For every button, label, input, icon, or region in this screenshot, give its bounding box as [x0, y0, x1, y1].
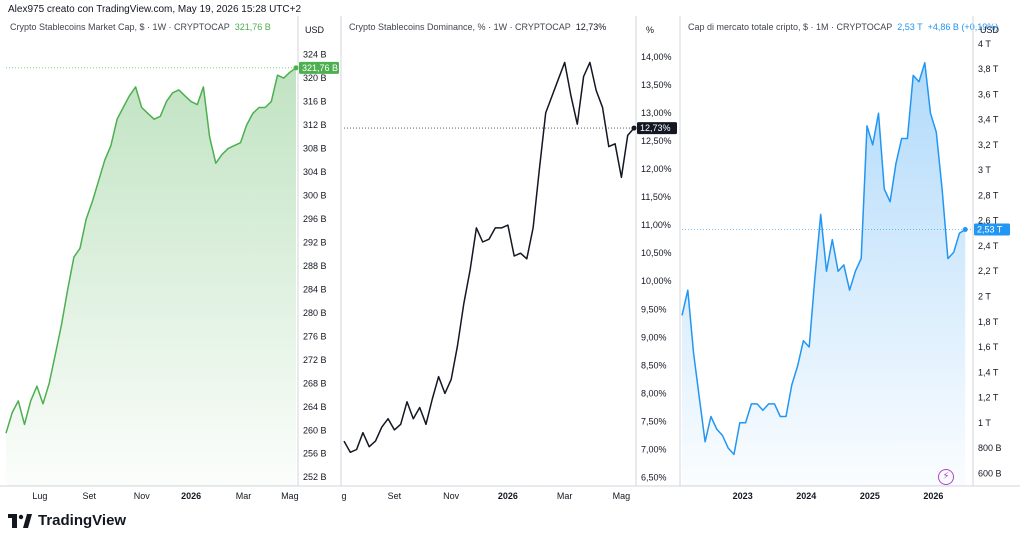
- x-tick-label: g: [341, 491, 346, 501]
- y-tick-label: 8,00%: [641, 388, 667, 398]
- y-tick-label: 2 T: [978, 291, 991, 301]
- chart-header: Alex975 creato con TradingView.com, May …: [8, 4, 302, 15]
- last-price-tag: [974, 223, 1010, 236]
- panel-2-unit: %: [646, 25, 655, 35]
- y-tick-label: 9,00%: [641, 332, 667, 342]
- y-tick-label: 11,50%: [641, 192, 671, 202]
- y-tick-label: 4 T: [978, 39, 991, 49]
- y-tick-label: 10,50%: [641, 248, 672, 258]
- y-tick-label: 324 B: [303, 50, 327, 60]
- x-tick-label: 2026: [923, 491, 943, 501]
- y-tick-label: 600 B: [978, 468, 1002, 478]
- y-tick-label: 13,50%: [641, 80, 672, 90]
- y-tick-label: 12,50%: [641, 136, 672, 146]
- x-tick-label: Nov: [134, 491, 151, 501]
- last-price-tag: [299, 61, 339, 74]
- y-tick-label: 304 B: [303, 167, 327, 177]
- y-tick-label: 312 B: [303, 120, 327, 130]
- x-tick-label: Nov: [443, 491, 460, 501]
- x-tick-label: Mag: [281, 491, 299, 501]
- y-tick-label: 288 B: [303, 261, 327, 271]
- panel-1-title: Crypto Stablecoins Market Cap, $ · 1W · …: [10, 22, 271, 32]
- y-tick-label: 1,2 T: [978, 393, 999, 403]
- panel-1-unit: USD: [305, 25, 325, 35]
- bolt-icon[interactable]: ⚡: [938, 469, 954, 485]
- y-tick-label: 12,00%: [641, 164, 672, 174]
- y-tick-label: 8,50%: [641, 360, 667, 370]
- panel-3-title: Cap di mercato totale cripto, $ · 1M · C…: [688, 22, 999, 32]
- y-tick-label: 276 B: [303, 331, 327, 341]
- y-tick-label: 11,00%: [641, 220, 671, 230]
- y-tick-label: 264 B: [303, 402, 327, 412]
- x-tick-label: Lug: [32, 491, 47, 501]
- x-tick-label: Mar: [236, 491, 252, 501]
- x-tick-label: 2024: [796, 491, 816, 501]
- last-price-tag: [637, 122, 677, 135]
- x-tick-label: 2026: [181, 491, 201, 501]
- y-tick-label: 14,00%: [641, 52, 672, 62]
- y-tick-label: 3,4 T: [978, 115, 999, 125]
- series-area-fill: [6, 67, 296, 487]
- y-tick-label: 6,50%: [641, 473, 667, 483]
- last-point-marker: [962, 227, 968, 233]
- x-tick-label: Mar: [557, 491, 573, 501]
- x-tick-label: Set: [83, 491, 97, 501]
- last-point-marker: [293, 65, 299, 71]
- y-tick-label: 7,50%: [641, 416, 667, 426]
- y-tick-label: 284 B: [303, 284, 327, 294]
- y-tick-label: 1,8 T: [978, 317, 999, 327]
- y-tick-label: 1,6 T: [978, 342, 999, 352]
- y-tick-label: 7,00%: [641, 445, 667, 455]
- y-tick-label: 9,50%: [641, 304, 667, 314]
- y-tick-label: 280 B: [303, 308, 327, 318]
- last-point-marker: [631, 125, 637, 131]
- tradingview-logo[interactable]: TradingView: [8, 512, 126, 529]
- y-tick-label: 2,4 T: [978, 241, 999, 251]
- y-tick-label: 292 B: [303, 237, 327, 247]
- x-tick-label: 2025: [860, 491, 880, 501]
- tradingview-logo-text: TradingView: [38, 512, 127, 529]
- y-tick-label: 13,00%: [641, 108, 672, 118]
- y-tick-label: 10,00%: [641, 276, 672, 286]
- y-tick-label: 272 B: [303, 355, 327, 365]
- series-area-fill: [682, 62, 966, 486]
- series-line: [681, 61, 966, 456]
- y-tick-label: 3,8 T: [978, 64, 999, 74]
- y-tick-label: 256 B: [303, 449, 327, 459]
- y-tick-label: 3,2 T: [978, 140, 999, 150]
- series-line: [5, 67, 297, 434]
- y-tick-label: 1 T: [978, 418, 991, 428]
- y-tick-label: 260 B: [303, 425, 327, 435]
- panel-3-unit: USD: [980, 25, 1000, 35]
- y-tick-label: 3,6 T: [978, 89, 999, 99]
- y-tick-label: 3 T: [978, 165, 991, 175]
- last-price-tag-label: 12,73%: [640, 123, 671, 133]
- y-tick-label: 300 B: [303, 191, 327, 201]
- x-tick-label: 2026: [498, 491, 518, 501]
- y-tick-label: 2,8 T: [978, 190, 999, 200]
- y-tick-label: 2,6 T: [978, 216, 999, 226]
- y-tick-label: 296 B: [303, 214, 327, 224]
- y-tick-label: 268 B: [303, 378, 327, 388]
- y-tick-label: 320 B: [303, 73, 327, 83]
- last-price-tag-label: 2,53 T: [977, 225, 1003, 235]
- x-tick-label: Mag: [613, 491, 631, 501]
- x-tick-label: 2023: [733, 491, 753, 501]
- y-tick-label: 800 B: [978, 443, 1002, 453]
- y-tick-label: 2,2 T: [978, 266, 999, 276]
- x-tick-label: Set: [388, 491, 402, 501]
- y-tick-label: 308 B: [303, 144, 327, 154]
- y-tick-label: 1,4 T: [978, 367, 999, 377]
- tradingview-logo-icon: [8, 513, 32, 528]
- y-tick-label: 252 B: [303, 472, 327, 482]
- last-price-tag-label: 321,76 B: [302, 63, 338, 73]
- panel-2-title: Crypto Stablecoins Dominance, % · 1W · C…: [349, 22, 607, 32]
- y-tick-label: 316 B: [303, 97, 327, 107]
- series-line: [343, 61, 635, 454]
